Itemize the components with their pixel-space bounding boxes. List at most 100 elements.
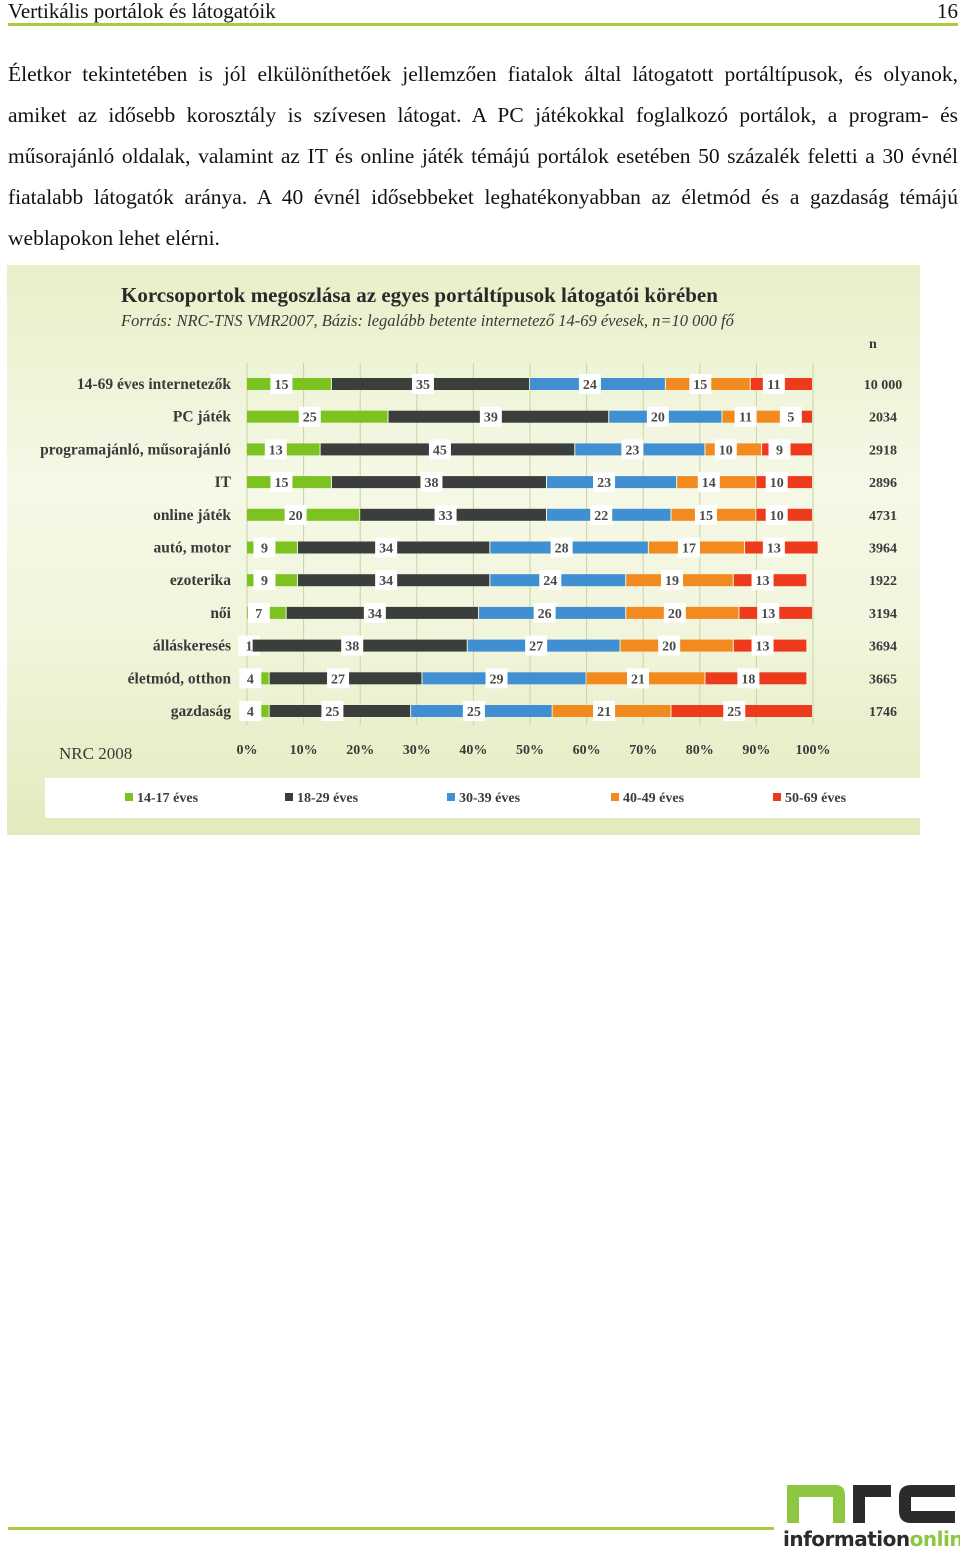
category-label: programajánló, műsorajánló <box>40 441 231 458</box>
data-label: 17 <box>682 542 696 557</box>
data-label: 15 <box>693 378 707 393</box>
body-paragraph: Életkor tekintetében is jól elkülöníthet… <box>8 62 958 250</box>
n-value: 2918 <box>869 443 897 458</box>
data-label: 25 <box>325 705 339 720</box>
data-label-bg <box>734 406 757 427</box>
data-label-bg <box>737 668 760 689</box>
data-label-bg <box>660 570 683 591</box>
stacked-bar-chart: 0% 10% 20% 30% 40% 50% 60% 70% 80% 90% 100% 14-69 é… <box>40 363 902 758</box>
data-label: 29 <box>490 672 504 687</box>
data-label-bg <box>525 635 548 656</box>
data-label: 11 <box>739 411 752 426</box>
data-label-bg <box>762 374 785 394</box>
data-label-bg <box>751 570 774 591</box>
data-label-bg <box>765 472 788 493</box>
data-label-bg <box>590 504 613 525</box>
chart-figure: Korcsoportok megoszlása az egyes portált… <box>7 265 920 835</box>
legend-label: 14-17 éves <box>137 791 199 806</box>
data-label: 35 <box>416 378 430 393</box>
data-label-bg <box>593 472 616 493</box>
data-label-bg <box>434 504 457 525</box>
data-label-bg <box>723 701 746 721</box>
data-label-bg <box>239 668 262 689</box>
data-label: 9 <box>261 574 268 589</box>
legend-swatch <box>447 793 455 801</box>
data-label-bg <box>646 406 669 427</box>
x-tick-label: 10% <box>290 743 318 758</box>
data-label: 13 <box>756 640 770 655</box>
data-label: 38 <box>424 476 438 491</box>
logo-wordmark-part2: online <box>909 1527 960 1551</box>
data-label-bg <box>247 602 270 623</box>
data-label-bg <box>539 570 562 591</box>
n-value: 1746 <box>869 705 897 720</box>
data-label: 20 <box>651 411 665 426</box>
nrc-logo: informationonline <box>783 1475 960 1561</box>
data-label: 10 <box>770 509 784 524</box>
category-label: női <box>210 605 231 622</box>
data-label-bg <box>768 439 791 460</box>
x-tick-label: 90% <box>742 743 770 758</box>
legend-item: 40-49 éves <box>611 791 684 807</box>
nrc-logo-mark <box>787 1485 955 1523</box>
legend-swatch <box>773 793 781 801</box>
category-label: PC játék <box>173 409 231 426</box>
n-column-header: n <box>869 337 877 352</box>
data-label: 9 <box>261 542 268 557</box>
data-label: 24 <box>543 574 557 589</box>
data-label: 38 <box>345 640 359 655</box>
legend-label: 40-49 éves <box>623 791 685 806</box>
data-label: 22 <box>594 509 608 524</box>
chart-title: Korcsoportok megoszlása az egyes portált… <box>121 283 718 307</box>
x-tick-label: 40% <box>459 743 487 758</box>
data-label-bg <box>751 635 774 656</box>
data-label: 27 <box>331 672 345 687</box>
x-tick-label: 60% <box>573 743 601 758</box>
data-label: 13 <box>756 574 770 589</box>
data-label-bg <box>627 668 650 689</box>
data-label-bg <box>694 504 717 525</box>
category-label: gazdaság <box>171 703 232 720</box>
data-label-bg <box>757 602 780 623</box>
chart-legend: 14-17 éves 18-29 éves 30-39 éves 40-49 éves… <box>45 778 920 818</box>
x-tick-label: 70% <box>629 743 657 758</box>
data-label-bg <box>363 602 386 623</box>
data-label: 20 <box>668 607 682 622</box>
data-label-bg <box>270 374 293 394</box>
n-value: 3665 <box>869 672 897 687</box>
data-label-bg <box>533 602 556 623</box>
data-label: 10 <box>719 443 733 458</box>
data-label: 13 <box>761 607 775 622</box>
legend-label: 18-29 éves <box>297 791 359 806</box>
data-label-bg <box>677 537 700 558</box>
footer-divider <box>8 1527 774 1530</box>
category-label: online játék <box>153 507 231 524</box>
data-label: 18 <box>741 672 755 687</box>
page-header: Vertikális portálok és látogatóik 16 <box>8 0 958 22</box>
data-label: 5 <box>787 411 794 426</box>
x-tick-label: 30% <box>403 743 431 758</box>
data-label-bg <box>765 504 788 525</box>
data-label-bg <box>462 701 485 721</box>
x-tick-label: 20% <box>346 743 374 758</box>
data-label: 15 <box>274 378 288 393</box>
legend-item: 18-29 éves <box>285 791 358 807</box>
data-label-bg <box>663 602 686 623</box>
category-label: IT <box>215 474 232 491</box>
legend-swatch <box>285 793 293 801</box>
data-label: 23 <box>597 476 611 491</box>
data-label-bg <box>578 374 601 394</box>
n-value: 3194 <box>869 607 897 622</box>
data-label-bg <box>420 472 443 493</box>
data-label: 21 <box>597 705 611 720</box>
data-label: 15 <box>699 509 713 524</box>
chart-subtitle: Forrás: NRC-TNS VMR2007, Bázis: legalább… <box>121 311 734 330</box>
data-label: 1 <box>246 640 253 655</box>
data-label: 25 <box>303 411 317 426</box>
data-label: 25 <box>467 705 481 720</box>
data-label: 19 <box>665 574 679 589</box>
legend-swatch <box>125 793 133 801</box>
page-number: 16 <box>937 0 958 23</box>
data-label: 45 <box>433 443 447 458</box>
n-value: 2034 <box>869 411 897 426</box>
